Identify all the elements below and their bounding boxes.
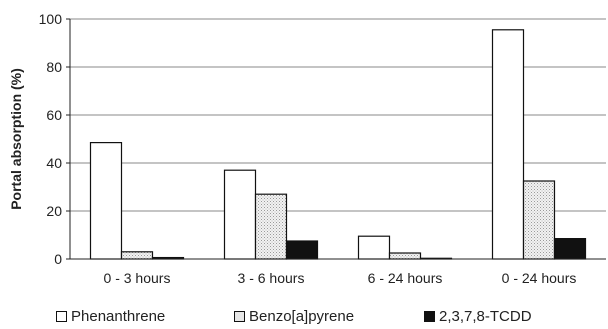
bar-phenanthrene [89,142,123,260]
legend-label-phenanthrene: Phenanthrene [71,308,166,325]
bar-benzo-a-pyrene [388,252,422,260]
bar-2-3-7-8-tcdd [553,238,587,260]
axes [66,18,606,260]
x-tick-label: 3 - 6 hours [238,270,305,286]
x-tick-label: 0 - 24 hours [502,270,577,286]
bar-phenanthrene [491,29,525,260]
bar-chart: 0 20 40 60 80 100 0 - 3 hours 3 - 6 hours 6 - 2… [8,11,606,286]
x-tick-label: 6 - 24 hours [368,270,443,286]
bar-phenanthrene [357,235,391,260]
bar-benzo-a-pyrene [254,193,288,260]
legend-label-tcdd: 2,3,7,8-TCDD [439,308,532,325]
y-tick-label: 60 [46,107,62,123]
y-tick-label: 20 [46,203,62,219]
y-tick-label: 40 [46,155,62,171]
bar-phenanthrene [223,169,257,260]
bars [89,29,587,260]
y-tick-label: 80 [46,59,62,75]
y-tick-label: 100 [39,11,63,27]
y-tick-labels: 0 20 40 60 80 100 [39,11,63,267]
bar-benzo-a-pyrene [120,251,154,260]
x-tick-labels: 0 - 3 hours 3 - 6 hours 6 - 24 hours 0 - 24… [104,270,577,286]
legend-item-benzo-a-pyrene: Benzo[a]pyrene [234,308,354,325]
bar-2-3-7-8-tcdd [285,240,319,260]
bar-benzo-a-pyrene [522,180,556,260]
legend-swatch-tcdd [424,311,435,322]
legend-item-tcdd: 2,3,7,8-TCDD [424,308,532,325]
legend-label-benzo-a-pyrene: Benzo[a]pyrene [249,308,355,325]
legend-item-phenanthrene: Phenanthrene [56,308,165,325]
y-axis-label: Portal absorption (%) [8,68,24,210]
y-tick-label: 0 [54,251,62,267]
x-tick-label: 0 - 3 hours [104,270,171,286]
legend-swatch-benzo-a-pyrene [234,311,245,322]
legend: Phenanthrene Benzo[a]pyrene 2,3,7,8-TCDD [56,308,608,328]
legend-swatch-phenanthrene [56,311,67,322]
